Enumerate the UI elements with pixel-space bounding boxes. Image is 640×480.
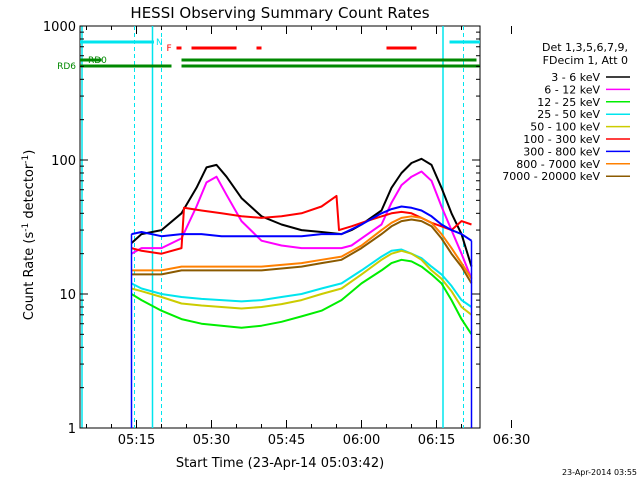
legend-label-7: 800 - 7000 keV	[516, 158, 600, 171]
legend: Det 1,3,5,6,7,9,FDecim 1, Att 0 3 - 6 keV…	[502, 41, 630, 183]
flag-label-rd6: RD6	[57, 62, 76, 72]
series-line-5	[131, 194, 472, 255]
x-tick-label-3: 06:00	[343, 433, 380, 448]
flag-label-f: F	[167, 44, 172, 54]
series-line-4	[131, 249, 473, 316]
series-line-8	[131, 218, 473, 284]
plot-border	[79, 25, 481, 429]
x-tick-label-5: 06:30	[493, 433, 530, 448]
legend-label-1: 6 - 12 keV	[544, 83, 600, 96]
legend-label-6: 300 - 800 keV	[523, 145, 600, 158]
flag-label-n: N	[156, 38, 163, 48]
legend-label-4: 50 - 100 keV	[530, 121, 600, 134]
x-tick-label-0: 05:15	[118, 433, 155, 448]
axes: 1 10 100 1000 05:15 05:30 05:45 06:00 06:15 06:30	[43, 20, 530, 448]
flag-label-rd0: RD0	[88, 56, 107, 66]
series-line-1	[131, 170, 473, 280]
x-axis-label: Start Time (23-Apr-14 05:03:42)	[176, 456, 384, 471]
series-line-3	[131, 248, 473, 308]
legend-label-3: 25 - 50 keV	[537, 108, 600, 121]
x-tick-label-2: 05:45	[268, 433, 305, 448]
legend-label-0: 3 - 6 keV	[551, 71, 600, 84]
flag-bars: NF RD0 RD6	[57, 38, 480, 72]
series-line-6	[131, 205, 473, 242]
y-tick-label-0: 1	[68, 422, 76, 437]
legend-label-2: 12 - 25 keV	[537, 96, 600, 109]
y-tick-label-1: 10	[59, 288, 76, 303]
series-line-7	[131, 215, 473, 280]
y-axis-label: Count Rate (s-1 detector-1)	[21, 150, 37, 321]
legend-header-0: Det 1,3,5,6,7,9,	[542, 41, 628, 54]
legend-header-1: FDecim 1, Att 0	[543, 54, 628, 67]
plot-frame	[79, 25, 481, 429]
x-tick-label-1: 05:30	[193, 433, 230, 448]
x-tick-label-4: 06:15	[418, 433, 455, 448]
y-tick-label-3: 1000	[43, 20, 76, 35]
chart-title: HESSI Observing Summary Count Rates	[130, 4, 429, 22]
y-tick-label-2: 100	[51, 154, 76, 169]
series-lines	[130, 157, 473, 428]
footer-date: 23-Apr-2014 03:55	[562, 468, 637, 477]
legend-label-8: 7000 - 20000 keV	[502, 170, 600, 183]
series-line-0	[130, 157, 473, 267]
series-line-2	[130, 258, 473, 335]
legend-label-5: 100 - 300 keV	[523, 133, 600, 146]
